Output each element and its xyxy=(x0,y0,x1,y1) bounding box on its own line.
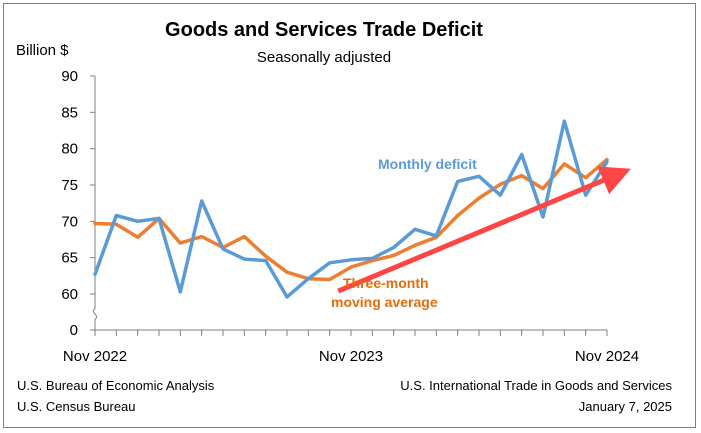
y-tick-label: 0 xyxy=(70,322,78,339)
x-tick-label: Nov 2024 xyxy=(575,348,639,365)
monthly-deficit-line xyxy=(93,119,609,299)
series-lines xyxy=(93,119,609,299)
monthly-deficit-label: Monthly deficit xyxy=(378,156,477,172)
x-tick-label: Nov 2022 xyxy=(63,348,127,365)
y-axis-label: Billion $ xyxy=(16,42,69,59)
y-tick-label: 80 xyxy=(61,141,78,158)
source-bea: U.S. Bureau of Economic Analysis xyxy=(17,378,215,393)
chart-title: Goods and Services Trade Deficit xyxy=(165,19,483,41)
x-tick-label: Nov 2023 xyxy=(319,348,383,365)
trend-arrow-line xyxy=(337,166,631,294)
moving-average-line xyxy=(93,157,609,282)
y-tick-label: 85 xyxy=(61,104,78,121)
y-tick-labels: 0 60 65 70 75 80 85 90 xyxy=(61,68,78,339)
chart-subtitle: Seasonally adjusted xyxy=(257,49,391,66)
y-tick-label: 60 xyxy=(61,286,78,303)
y-axis-break xyxy=(92,308,98,320)
x-tick-labels: Nov 2022 Nov 2023 Nov 2024 xyxy=(63,348,639,365)
moving-average-label-line1: Three-month xyxy=(343,275,429,291)
y-tick-label: 90 xyxy=(61,68,78,85)
moving-average-label-line2: moving average xyxy=(331,294,438,310)
release-date: January 7, 2025 xyxy=(579,399,672,414)
report-name: U.S. International Trade in Goods and Se… xyxy=(400,378,672,393)
y-tick-label: 65 xyxy=(61,250,78,267)
source-census: U.S. Census Bureau xyxy=(17,399,136,414)
y-tick-label: 70 xyxy=(61,213,78,230)
y-tick-label: 75 xyxy=(61,177,78,194)
trend-arrow xyxy=(337,166,631,294)
